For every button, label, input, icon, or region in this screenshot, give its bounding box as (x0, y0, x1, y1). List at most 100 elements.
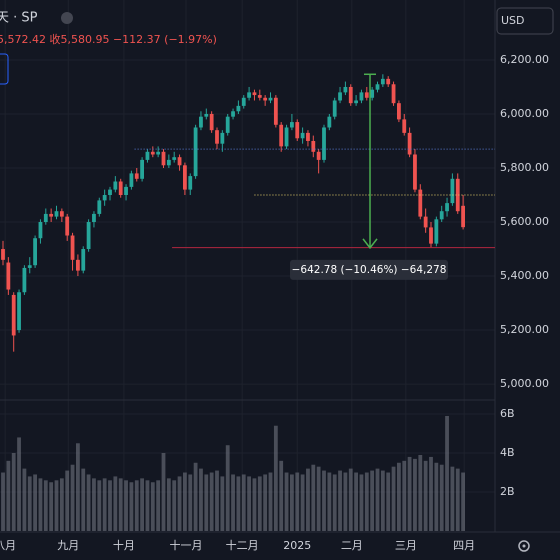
volume-bar (370, 470, 375, 531)
candle-body (397, 103, 401, 120)
candle-body (11, 294, 16, 336)
volume-bar (332, 474, 337, 531)
candle-body (306, 132, 310, 141)
volume-bar (423, 460, 428, 531)
volume-bar (54, 480, 59, 531)
volume-bar (199, 468, 203, 531)
candle-body (188, 176, 193, 190)
volume-bar (22, 468, 27, 531)
candle-body (161, 151, 166, 166)
status-icon (61, 12, 73, 24)
candle-body (220, 132, 225, 144)
currency-label[interactable]: USD (501, 14, 525, 27)
volume-bar (102, 478, 107, 531)
candle-body (113, 181, 118, 190)
volume-bar (386, 472, 391, 531)
volume-bar (236, 476, 241, 531)
candle-body (279, 124, 284, 147)
volume-bar (150, 482, 155, 531)
volume-bar (247, 476, 251, 531)
settings-gear-center[interactable] (522, 544, 526, 548)
candle-body (354, 100, 358, 104)
candle-body (231, 111, 235, 117)
candle-body (413, 154, 417, 190)
volume-bar (166, 478, 171, 531)
volume-bar (343, 472, 348, 531)
candle-body (172, 157, 177, 160)
volume-bar (177, 476, 182, 531)
y2-tick-label: 2B (500, 485, 515, 498)
candle-body (252, 92, 257, 96)
candle-body (284, 127, 289, 147)
candle-body (102, 195, 107, 201)
volume-bar (284, 472, 289, 531)
volume-bar (364, 472, 369, 531)
x-tick-label: 十月 (113, 538, 135, 552)
volume-bar (327, 472, 332, 531)
settings-icon[interactable] (518, 540, 530, 552)
candle-body (316, 151, 321, 160)
volume-bar (220, 476, 225, 531)
measure-label: −642.78 (−10.46%) −64,278 (292, 264, 447, 276)
volume-bar (348, 468, 353, 531)
volume-bar (257, 476, 262, 531)
y-tick-label: 5,800.00 (500, 161, 549, 174)
candle-body (6, 262, 11, 290)
candle-body (118, 181, 123, 196)
x-tick-label: 二月 (341, 539, 363, 552)
settings-gear[interactable] (518, 540, 530, 552)
candle-body (332, 100, 337, 117)
y-tick-label: 6,000.00 (500, 107, 549, 120)
volume-bar (156, 480, 161, 531)
x-tick-label: 九月 (57, 539, 79, 552)
candle-body (33, 238, 37, 266)
volume-bar (70, 464, 75, 531)
candle-body (290, 122, 294, 128)
candle-body (348, 86, 353, 104)
x-tick-label: 四月 (453, 539, 475, 552)
volume-bar (118, 478, 123, 531)
volume-bar (81, 468, 86, 531)
candle-body (22, 267, 27, 293)
volume-bar (418, 454, 423, 531)
currency-button[interactable] (496, 7, 554, 35)
volume-bar (338, 470, 342, 531)
volume-bar (183, 472, 187, 531)
volume-bar (273, 425, 278, 531)
candle-body (17, 292, 21, 331)
volume-bar (193, 462, 198, 531)
volume-bar (413, 458, 417, 531)
volume-bar (65, 470, 70, 531)
candle-body (423, 216, 428, 228)
y-tick-label: 5,600.00 (500, 215, 549, 228)
candle-body (434, 219, 439, 244)
volume-bar (391, 466, 396, 531)
indicator-toggle[interactable] (0, 53, 9, 85)
volume-bar (6, 460, 11, 531)
volume-bar (241, 474, 246, 531)
volume-bar (407, 456, 412, 531)
candle-body (386, 78, 391, 85)
volume-bar (290, 474, 294, 531)
volume-bar (461, 472, 465, 531)
candle-body (65, 216, 70, 236)
volume-bar (108, 480, 112, 531)
y-tick-label: 6,200.00 (500, 53, 549, 66)
volume-bar (252, 478, 257, 531)
candle-body (311, 140, 316, 152)
candle-body (150, 151, 155, 155)
volume-bar (129, 482, 134, 531)
volume-bar (134, 480, 139, 531)
volume-bar (445, 415, 449, 531)
candle-body (418, 189, 423, 217)
volume-bar (124, 480, 128, 531)
candle-body (236, 105, 241, 112)
measure-label-box (290, 259, 449, 280)
volume-bar (397, 462, 401, 531)
candle-body (193, 127, 198, 177)
x-tick-label: 2025 (283, 539, 311, 552)
volume-bar (375, 468, 380, 531)
candle-body (241, 97, 246, 106)
